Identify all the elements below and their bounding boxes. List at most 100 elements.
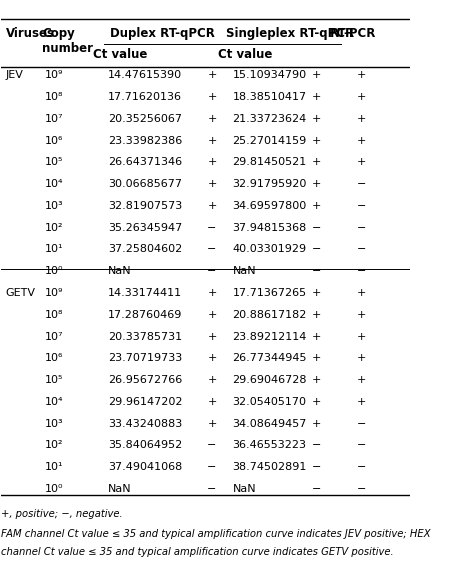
Text: 29.69046728: 29.69046728 (232, 375, 307, 385)
Text: +: + (207, 397, 217, 407)
Text: −: − (311, 441, 321, 450)
Text: +: + (356, 310, 366, 320)
Text: −: − (207, 463, 217, 472)
Text: +: + (207, 157, 217, 167)
Text: 29.81450521: 29.81450521 (232, 157, 307, 167)
Text: +: + (311, 70, 321, 80)
Text: −: − (207, 223, 217, 233)
Text: 35.84064952: 35.84064952 (108, 441, 182, 450)
Text: NaN: NaN (108, 266, 131, 276)
Text: −: − (356, 179, 366, 189)
Text: 10⁴: 10⁴ (45, 179, 63, 189)
Text: 37.94815368: 37.94815368 (232, 223, 307, 233)
Text: 18.38510417: 18.38510417 (232, 92, 307, 102)
Text: +: + (311, 179, 321, 189)
Text: −: − (356, 266, 366, 276)
Text: Viruses: Viruses (6, 27, 55, 40)
Text: 20.88617182: 20.88617182 (232, 310, 307, 320)
Text: 29.96147202: 29.96147202 (108, 397, 182, 407)
Text: +: + (207, 135, 217, 146)
Text: 26.64371346: 26.64371346 (108, 157, 182, 167)
Text: +: + (207, 310, 217, 320)
Text: +: + (207, 288, 217, 298)
Text: 10⁴: 10⁴ (45, 397, 63, 407)
Text: +: + (356, 332, 366, 342)
Text: +: + (311, 288, 321, 298)
Text: 10⁹: 10⁹ (45, 288, 63, 298)
Text: +: + (207, 332, 217, 342)
Text: 32.91795920: 32.91795920 (232, 179, 307, 189)
Text: 10⁶: 10⁶ (45, 135, 63, 146)
Text: −: − (356, 244, 366, 255)
Text: +: + (311, 419, 321, 429)
Text: +: + (311, 397, 321, 407)
Text: +: + (311, 113, 321, 124)
Text: NaN: NaN (108, 484, 131, 494)
Text: 10⁷: 10⁷ (45, 332, 63, 342)
Text: 37.25804602: 37.25804602 (108, 244, 182, 255)
Text: −: − (356, 441, 366, 450)
Text: 23.33982386: 23.33982386 (108, 135, 182, 146)
Text: +: + (356, 288, 366, 298)
Text: 17.28760469: 17.28760469 (108, 310, 182, 320)
Text: +: + (207, 419, 217, 429)
Text: −: − (311, 223, 321, 233)
Text: +: + (311, 157, 321, 167)
Text: 10⁹: 10⁹ (45, 70, 63, 80)
Text: −: − (356, 223, 366, 233)
Text: +: + (207, 375, 217, 385)
Text: −: − (356, 484, 366, 494)
Text: −: − (311, 244, 321, 255)
Text: +: + (311, 332, 321, 342)
Text: +: + (356, 70, 366, 80)
Text: NaN: NaN (232, 484, 256, 494)
Text: +: + (356, 157, 366, 167)
Text: +: + (207, 179, 217, 189)
Text: 34.69597800: 34.69597800 (232, 201, 307, 211)
Text: GETV: GETV (6, 288, 36, 298)
Text: Copy
number: Copy number (42, 27, 93, 55)
Text: 10⁸: 10⁸ (45, 310, 63, 320)
Text: 26.95672766: 26.95672766 (108, 375, 182, 385)
Text: +: + (356, 92, 366, 102)
Text: 10³: 10³ (45, 201, 63, 211)
Text: Ct value: Ct value (93, 48, 147, 62)
Text: 35.26345947: 35.26345947 (108, 223, 182, 233)
Text: −: − (207, 441, 217, 450)
Text: −: − (207, 484, 217, 494)
Text: 30.06685677: 30.06685677 (108, 179, 182, 189)
Text: +: + (207, 70, 217, 80)
Text: Ct value: Ct value (218, 48, 272, 62)
Text: 10¹: 10¹ (45, 244, 63, 255)
Text: 40.03301929: 40.03301929 (232, 244, 307, 255)
Text: 34.08649457: 34.08649457 (232, 419, 307, 429)
Text: 32.05405170: 32.05405170 (232, 397, 307, 407)
Text: 10¹: 10¹ (45, 463, 63, 472)
Text: −: − (207, 266, 217, 276)
Text: 20.33785731: 20.33785731 (108, 332, 182, 342)
Text: −: − (207, 244, 217, 255)
Text: −: − (356, 419, 366, 429)
Text: 37.49041068: 37.49041068 (108, 463, 182, 472)
Text: +, positive; −, negative.: +, positive; −, negative. (1, 509, 123, 519)
Text: 14.33174411: 14.33174411 (108, 288, 182, 298)
Text: 36.46553223: 36.46553223 (232, 441, 307, 450)
Text: 15.10934790: 15.10934790 (232, 70, 307, 80)
Text: 10⁰: 10⁰ (45, 484, 63, 494)
Text: 10⁶: 10⁶ (45, 353, 63, 363)
Text: 17.71620136: 17.71620136 (108, 92, 182, 102)
Text: 33.43240883: 33.43240883 (108, 419, 182, 429)
Text: +: + (207, 353, 217, 363)
Text: +: + (207, 201, 217, 211)
Text: +: + (356, 113, 366, 124)
Text: 21.33723624: 21.33723624 (232, 113, 307, 124)
Text: +: + (356, 397, 366, 407)
Text: channel Ct value ≤ 35 and typical amplification curve indicates GETV positive.: channel Ct value ≤ 35 and typical amplif… (1, 547, 394, 556)
Text: 32.81907573: 32.81907573 (108, 201, 182, 211)
Text: 10³: 10³ (45, 419, 63, 429)
Text: 26.77344945: 26.77344945 (232, 353, 307, 363)
Text: +: + (207, 92, 217, 102)
Text: +: + (311, 310, 321, 320)
Text: 10⁷: 10⁷ (45, 113, 63, 124)
Text: 10⁵: 10⁵ (45, 157, 63, 167)
